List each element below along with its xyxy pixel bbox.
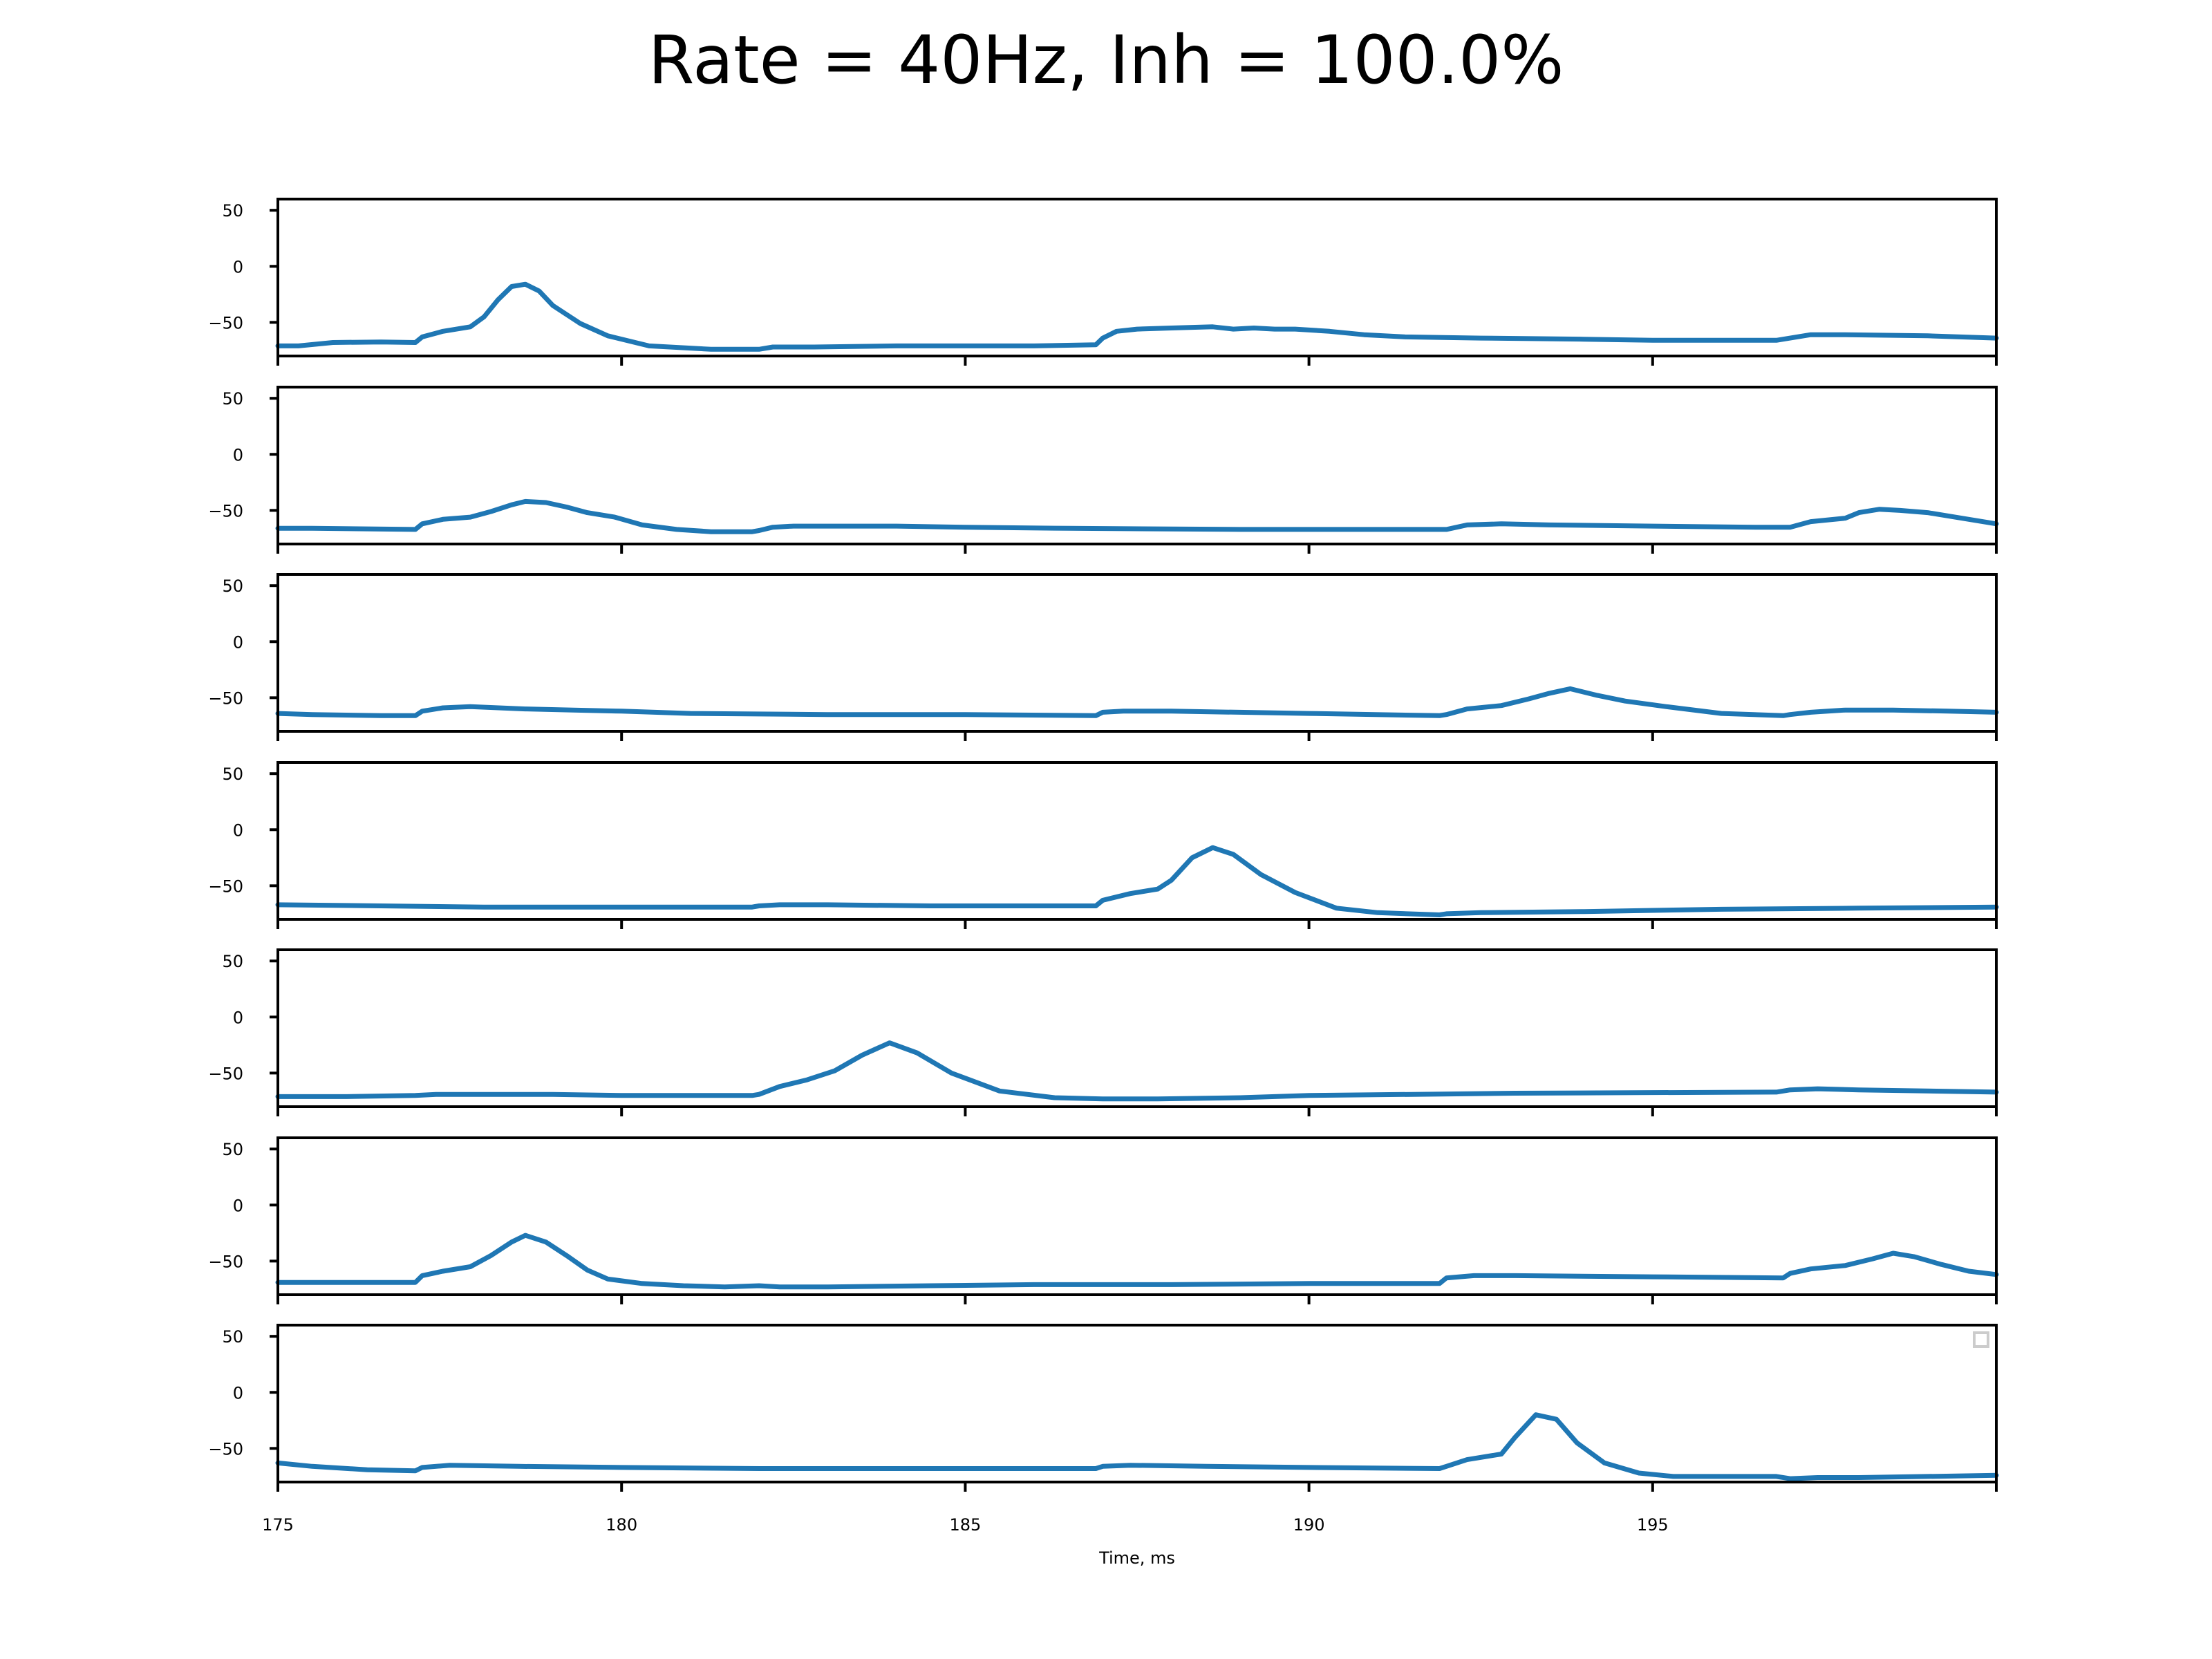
y-tick-label: −50 xyxy=(208,1252,243,1271)
subplot-1: 50 0 −50 xyxy=(208,198,1999,366)
y-tick-label: 0 xyxy=(233,632,243,652)
y-tick-label: 50 xyxy=(222,577,243,596)
axes-frame xyxy=(276,386,1998,545)
axes-frame xyxy=(276,573,1998,733)
subplot-4: 50 0 −50 xyxy=(208,761,1999,929)
axes-frame xyxy=(276,1136,1998,1296)
x-axis-label: Time, ms xyxy=(1098,1548,1175,1568)
voltage-trace-7 xyxy=(275,1412,1999,1481)
y-tick-label: −50 xyxy=(208,1439,243,1459)
subplot-7: 50 0 −50 xyxy=(208,1324,1999,1492)
y-tick-label: −50 xyxy=(208,688,243,708)
voltage-trace-6 xyxy=(275,1232,1999,1290)
subplot-stack: 50 0 −50 50 0 −50 50 0 −50 50 0 −50 50 0 −50 50 0 −50 50 0 −… xyxy=(208,198,1999,1535)
y-tick-label: 50 xyxy=(222,1327,243,1347)
y-tick-label: 50 xyxy=(222,765,243,784)
voltage-trace-4 xyxy=(275,845,1999,917)
y-tick-label: −50 xyxy=(208,877,243,896)
x-tick-label: 180 xyxy=(606,1515,637,1535)
subplot-3: 50 0 −50 xyxy=(208,573,1999,741)
voltage-trace-2 xyxy=(275,498,1999,534)
y-tick-label: 50 xyxy=(222,389,243,409)
x-tick-label: 190 xyxy=(1293,1515,1325,1535)
subplot-2: 50 0 −50 xyxy=(208,386,1999,554)
y-tick-label: 0 xyxy=(233,445,243,465)
axes-frame xyxy=(276,948,1998,1108)
y-tick-label: 0 xyxy=(233,1008,243,1027)
y-tick-label: −50 xyxy=(208,501,243,521)
subplot-6: 50 0 −50 xyxy=(208,1136,1999,1304)
axes-frame xyxy=(276,1324,1998,1483)
y-tick-label: −50 xyxy=(208,313,243,332)
subplot-5: 50 0 −50 xyxy=(208,948,1999,1116)
y-tick-label: −50 xyxy=(208,1064,243,1083)
voltage-trace-3 xyxy=(275,686,1999,718)
voltage-trace-1 xyxy=(275,281,1999,352)
y-tick-label: 50 xyxy=(222,952,243,971)
y-tick-label: 50 xyxy=(222,201,243,221)
y-tick-label: 0 xyxy=(233,821,243,840)
x-tick-label: 185 xyxy=(949,1515,981,1535)
y-tick-label: 0 xyxy=(233,1383,243,1403)
x-tick-label: 195 xyxy=(1637,1515,1669,1535)
y-tick-label: 0 xyxy=(233,257,243,276)
voltage-trace-5 xyxy=(275,1040,1999,1102)
chart-title: Rate = 40Hz, Inh = 100.0% xyxy=(648,21,1564,99)
y-tick-label: 50 xyxy=(222,1140,243,1159)
legend-box xyxy=(1973,1331,1989,1348)
axes-frame xyxy=(276,761,1998,921)
y-tick-label: 0 xyxy=(233,1196,243,1215)
axes-frame xyxy=(276,198,1998,357)
x-tick-label: 175 xyxy=(262,1515,294,1535)
